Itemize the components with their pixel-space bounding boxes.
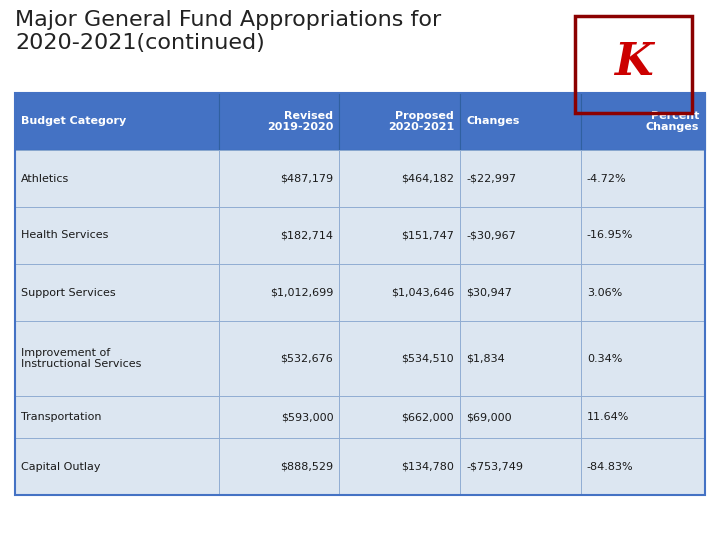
Bar — [460, 321, 581, 396]
Text: -$30,967: -$30,967 — [466, 231, 516, 240]
Text: Budget Category: Budget Category — [21, 117, 126, 126]
Bar — [15, 207, 219, 264]
Bar — [219, 150, 339, 207]
Text: $1,043,646: $1,043,646 — [391, 287, 454, 298]
Bar — [581, 150, 705, 207]
Bar — [460, 438, 581, 495]
Bar — [339, 438, 460, 495]
Bar — [339, 93, 460, 150]
Bar — [581, 438, 705, 495]
Text: $662,000: $662,000 — [402, 412, 454, 422]
Bar — [15, 150, 219, 207]
Bar — [219, 396, 339, 438]
Bar — [581, 264, 705, 321]
Text: -$22,997: -$22,997 — [466, 173, 516, 184]
Bar — [219, 93, 339, 150]
Text: Athletics: Athletics — [21, 173, 69, 184]
Bar — [581, 93, 705, 150]
Text: Major General Fund Appropriations for
2020-2021(continued): Major General Fund Appropriations for 20… — [15, 10, 441, 53]
Text: $487,179: $487,179 — [280, 173, 333, 184]
Text: $30,947: $30,947 — [466, 287, 512, 298]
Bar — [15, 321, 219, 396]
Text: Improvement of
Instructional Services: Improvement of Instructional Services — [21, 348, 141, 369]
Text: $1,012,699: $1,012,699 — [270, 287, 333, 298]
Bar — [339, 396, 460, 438]
Text: K: K — [614, 41, 653, 84]
Text: $151,747: $151,747 — [401, 231, 454, 240]
Bar — [460, 207, 581, 264]
Bar — [15, 93, 705, 495]
Text: Proposed
2020-2021: Proposed 2020-2021 — [388, 111, 454, 132]
Bar — [219, 207, 339, 264]
Text: Health Services: Health Services — [21, 231, 109, 240]
Bar — [219, 321, 339, 396]
Text: Percent
Changes: Percent Changes — [646, 111, 699, 132]
Bar — [339, 264, 460, 321]
Bar — [15, 438, 219, 495]
Bar — [15, 93, 219, 150]
Text: $534,510: $534,510 — [402, 354, 454, 363]
Bar — [581, 207, 705, 264]
Bar — [581, 396, 705, 438]
Text: Support Services: Support Services — [21, 287, 116, 298]
Text: -$753,749: -$753,749 — [466, 462, 523, 471]
Bar — [219, 438, 339, 495]
Bar — [460, 150, 581, 207]
Bar — [460, 396, 581, 438]
Text: -16.95%: -16.95% — [587, 231, 633, 240]
Bar — [15, 396, 219, 438]
Bar — [460, 93, 581, 150]
Text: Changes: Changes — [466, 117, 519, 126]
Text: $464,182: $464,182 — [401, 173, 454, 184]
Text: Transportation: Transportation — [21, 412, 102, 422]
Bar — [460, 264, 581, 321]
Bar — [339, 321, 460, 396]
Text: 3.06%: 3.06% — [587, 287, 622, 298]
Bar — [15, 264, 219, 321]
Bar — [581, 321, 705, 396]
Text: Capital Outlay: Capital Outlay — [21, 462, 101, 471]
Text: $593,000: $593,000 — [281, 412, 333, 422]
Text: $134,780: $134,780 — [401, 462, 454, 471]
Bar — [339, 207, 460, 264]
Text: 0.34%: 0.34% — [587, 354, 622, 363]
Text: -4.72%: -4.72% — [587, 173, 626, 184]
Bar — [219, 264, 339, 321]
Bar — [339, 150, 460, 207]
Text: $1,834: $1,834 — [466, 354, 505, 363]
Text: 11.64%: 11.64% — [587, 412, 629, 422]
Text: Revised
2019-2020: Revised 2019-2020 — [267, 111, 333, 132]
Text: $532,676: $532,676 — [281, 354, 333, 363]
Text: $69,000: $69,000 — [466, 412, 512, 422]
Text: $182,714: $182,714 — [280, 231, 333, 240]
Text: $888,529: $888,529 — [280, 462, 333, 471]
Text: -84.83%: -84.83% — [587, 462, 634, 471]
